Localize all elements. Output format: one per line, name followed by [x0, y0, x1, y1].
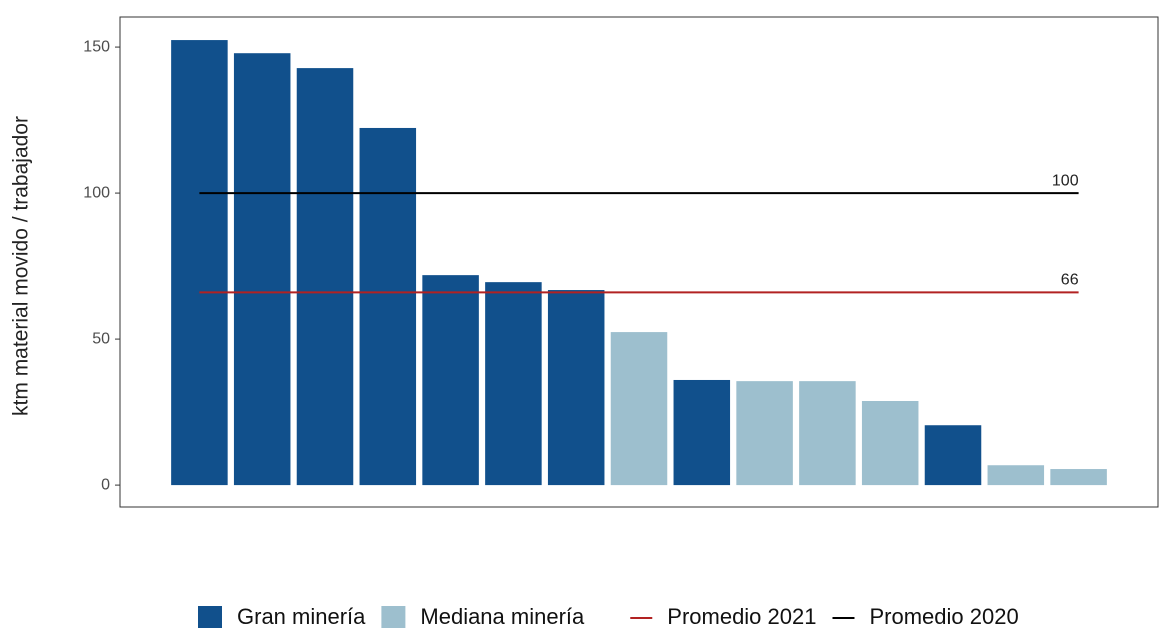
- bar: [171, 40, 228, 486]
- y-tick-label: 0: [101, 476, 110, 493]
- y-tick-label: 150: [83, 38, 110, 55]
- bar: [924, 425, 982, 486]
- bar: [610, 332, 668, 486]
- reference-label: 66: [1061, 272, 1079, 289]
- y-tick-label: 100: [83, 184, 110, 201]
- bar: [1050, 469, 1107, 486]
- bar: [987, 465, 1045, 486]
- bar: [359, 127, 417, 486]
- bar: [736, 381, 793, 486]
- bar: [485, 282, 542, 486]
- legend-swatch: [381, 606, 406, 628]
- bar: [799, 381, 856, 486]
- y-tick-label: 50: [92, 330, 110, 347]
- legend-label: Gran minería: [237, 604, 366, 628]
- y-axis-label: ktm material movido / trabajador: [10, 116, 33, 416]
- legend-label: Promedio 2020: [869, 604, 1018, 628]
- bar: [233, 53, 291, 486]
- bar: [422, 275, 479, 486]
- legend-swatch: [198, 606, 222, 628]
- bar: [547, 290, 605, 486]
- bar: [861, 400, 919, 486]
- plot-border: [119, 16, 1159, 508]
- bar: [673, 379, 731, 486]
- reference-label: 100: [1052, 172, 1079, 189]
- legend-label: Mediana minería: [420, 604, 585, 628]
- legend-label: Promedio 2021: [667, 604, 816, 628]
- bar: [296, 68, 354, 486]
